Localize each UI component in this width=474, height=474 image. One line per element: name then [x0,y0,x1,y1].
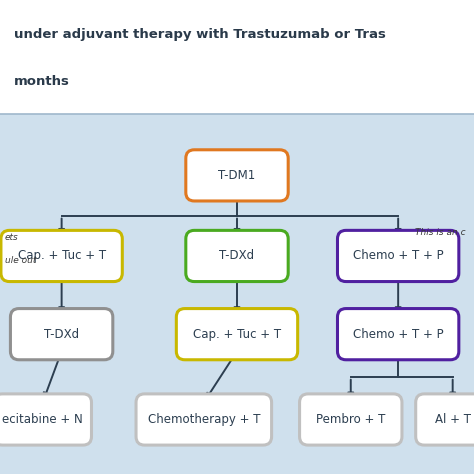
FancyBboxPatch shape [186,230,288,282]
FancyBboxPatch shape [10,309,113,360]
Bar [0,114,474,474]
Text: ule out: ule out [5,256,36,265]
Text: months: months [14,75,70,89]
FancyBboxPatch shape [337,230,459,282]
Text: Pembro + T: Pembro + T [316,413,385,426]
Text: T-DXd: T-DXd [219,249,255,263]
Bar [0,0,474,114]
FancyBboxPatch shape [186,150,288,201]
Text: T-DM1: T-DM1 [219,169,255,182]
Text: Chemotherapy + T: Chemotherapy + T [147,413,260,426]
Text: This is an c: This is an c [415,228,465,237]
FancyBboxPatch shape [0,394,91,445]
FancyBboxPatch shape [416,394,474,445]
Text: T-DXd: T-DXd [44,328,79,341]
FancyBboxPatch shape [1,230,122,282]
Text: ecitabine + N: ecitabine + N [2,413,83,426]
FancyBboxPatch shape [300,394,402,445]
Text: Cap. + Tuc + T: Cap. + Tuc + T [18,249,106,263]
Text: under adjuvant therapy with Trastuzumab or Tras: under adjuvant therapy with Trastuzumab … [14,27,386,41]
FancyBboxPatch shape [337,309,459,360]
Text: Al + T: Al + T [435,413,471,426]
Text: Chemo + T + P: Chemo + T + P [353,328,444,341]
Text: Cap. + Tuc + T: Cap. + Tuc + T [193,328,281,341]
Text: ets: ets [5,233,18,241]
FancyBboxPatch shape [176,309,298,360]
Text: Chemo + T + P: Chemo + T + P [353,249,444,263]
FancyBboxPatch shape [136,394,272,445]
